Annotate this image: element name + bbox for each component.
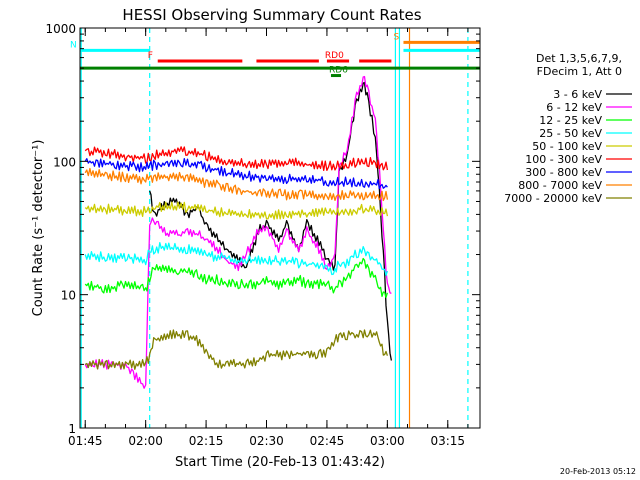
- legend-header-1: FDecim 1, Att 0: [537, 65, 622, 78]
- series-4: [84, 201, 389, 220]
- legend-label-5: 100 - 300 keV: [525, 153, 602, 166]
- plot-area: N F RD0 RD6 S: [70, 28, 480, 428]
- x-tick-label-1: 02:00: [128, 434, 163, 448]
- legend-label-6: 300 - 800 keV: [525, 166, 602, 179]
- state-bar-label-3: RD0: [325, 51, 344, 61]
- series-2: [84, 257, 389, 299]
- series-7: [84, 167, 389, 202]
- chart-title: HESSI Observing Summary Count Rates: [122, 6, 421, 24]
- y-axis-label: Count Rate (s⁻¹ detector⁻¹): [31, 140, 46, 317]
- legend-label-1: 6 - 12 keV: [546, 101, 602, 114]
- footer-timestamp: 20-Feb-2013 05:12: [560, 467, 636, 476]
- x-axis-label: Start Time (20-Feb-13 01:43:42): [175, 455, 385, 470]
- x-tick-label-4: 02:45: [310, 434, 345, 448]
- series-5: [84, 146, 389, 172]
- series-6: [84, 157, 388, 190]
- legend-label-0: 3 - 6 keV: [553, 88, 602, 101]
- y-tick-label-0: 1: [68, 422, 76, 436]
- plot-frame: [79, 27, 481, 429]
- legend-label-2: 12 - 25 keV: [539, 114, 602, 127]
- y-tick-label-3: 1000: [45, 22, 76, 36]
- y-tick-label-2: 100: [53, 155, 76, 169]
- series-8: [84, 329, 389, 370]
- legend-label-4: 50 - 100 keV: [532, 140, 602, 153]
- x-tick-label-5: 03:00: [370, 434, 405, 448]
- legend-label-8: 7000 - 20000 keV: [504, 192, 602, 205]
- y-tick-label-1: 10: [61, 289, 76, 303]
- x-tick-label-2: 02:15: [189, 434, 224, 448]
- x-tick-label-3: 02:30: [249, 434, 284, 448]
- state-bar-label-7: S: [393, 32, 399, 42]
- state-bar-label-6: RD6: [329, 66, 348, 76]
- axes: 01:45 02:00 02:15 02:30 02:45 03:00 03:15 1 10 10…: [45, 22, 480, 448]
- legend-header-0: Det 1,3,5,6,7,9,: [536, 52, 622, 65]
- state-bar-label-0: N: [70, 40, 77, 50]
- state-bar-label-1: F: [148, 51, 153, 61]
- legend: Det 1,3,5,6,7,9,FDecim 1, Att 0 3 - 6 keV…: [504, 52, 632, 205]
- series-0: [149, 81, 393, 361]
- x-tick-label-6: 03:15: [430, 434, 465, 448]
- legend-label-7: 800 - 7000 keV: [518, 179, 602, 192]
- x-tick-label-0: 01:45: [68, 434, 103, 448]
- legend-label-3: 25 - 50 keV: [539, 127, 602, 140]
- series-3: [84, 242, 389, 277]
